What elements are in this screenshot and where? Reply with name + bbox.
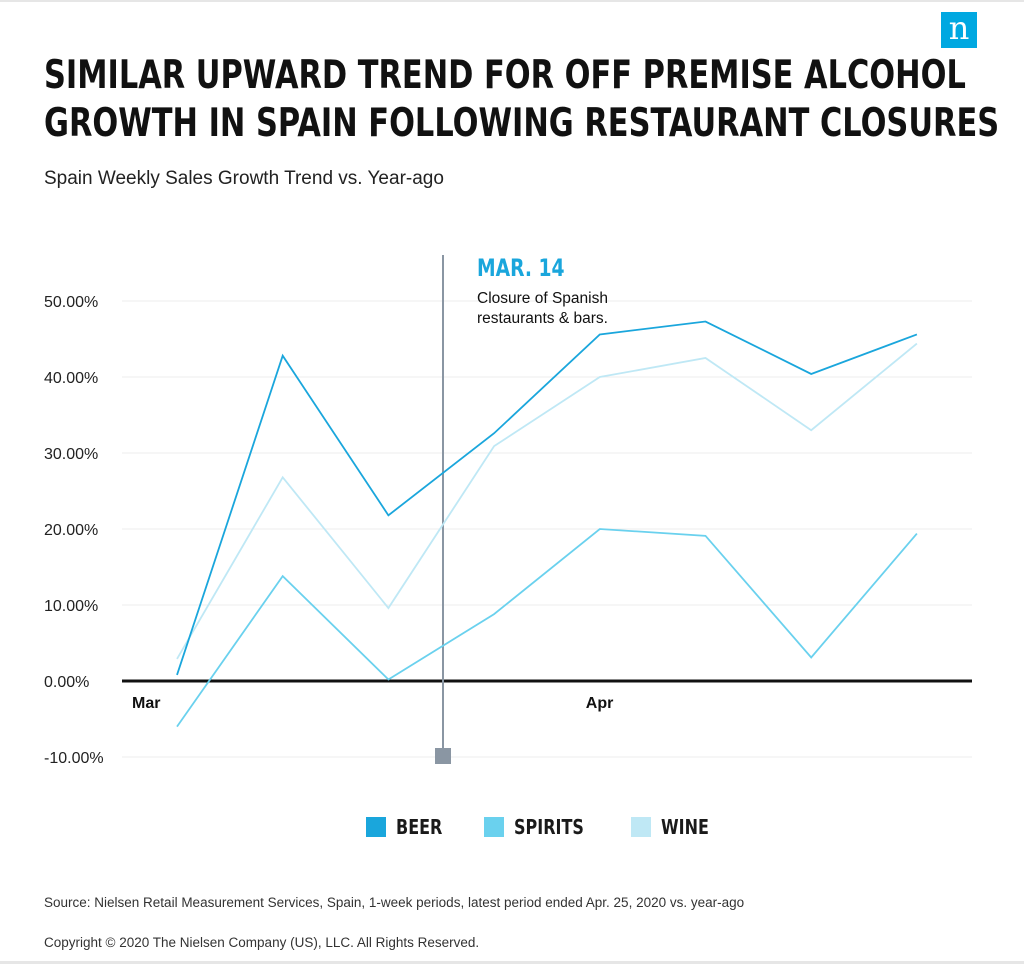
y-tick-label: 40.00% (44, 370, 98, 387)
legend-swatch-wine (631, 817, 652, 837)
y-tick-label: 20.00% (44, 522, 98, 539)
x-period-label: Mar (132, 695, 160, 712)
chart-legend: BEER SPIRITS WINE (366, 815, 721, 839)
legend-item-wine: WINE (631, 815, 721, 839)
chart-subtitle: Spain Weekly Sales Growth Trend vs. Year… (44, 168, 444, 189)
legend-item-beer: BEER (366, 815, 454, 839)
copyright-note: Copyright © 2020 The Nielsen Company (US… (44, 935, 480, 950)
nielsen-logo: n (941, 12, 977, 48)
bottom-border (0, 961, 1024, 964)
annotation-marker (435, 748, 451, 764)
source-note: Source: Nielsen Retail Measurement Servi… (44, 895, 745, 910)
legend-swatch-spirits (483, 817, 504, 837)
x-period-label: Apr (586, 695, 614, 712)
y-tick-label: 10.00% (44, 598, 98, 615)
y-tick-label: 30.00% (44, 446, 98, 463)
series-line-spirits (176, 528, 918, 728)
top-border (0, 0, 1024, 2)
legend-item-spirits: SPIRITS (483, 815, 601, 839)
legend-label-spirits: SPIRITS (513, 815, 584, 839)
series-line-beer (176, 320, 918, 676)
y-tick-label: 0.00% (44, 674, 89, 691)
y-tick-label: -10.00% (44, 750, 104, 767)
legend-label-wine: WINE (661, 815, 710, 839)
legend-swatch-beer (366, 817, 386, 837)
legend-label-beer: BEER (396, 815, 443, 839)
annotation-text-line-1: Closure of Spanish (477, 290, 608, 307)
line-chart: 50.00% 40.00% 30.00% 20.00% 10.00% 0.00% -10.0… (44, 255, 972, 767)
annotation-title: MAR. 14 (477, 255, 565, 283)
series-line-wine (176, 342, 918, 660)
annotation-text-line-2: restaurants & bars. (477, 310, 608, 327)
y-tick-label: 50.00% (44, 294, 98, 311)
